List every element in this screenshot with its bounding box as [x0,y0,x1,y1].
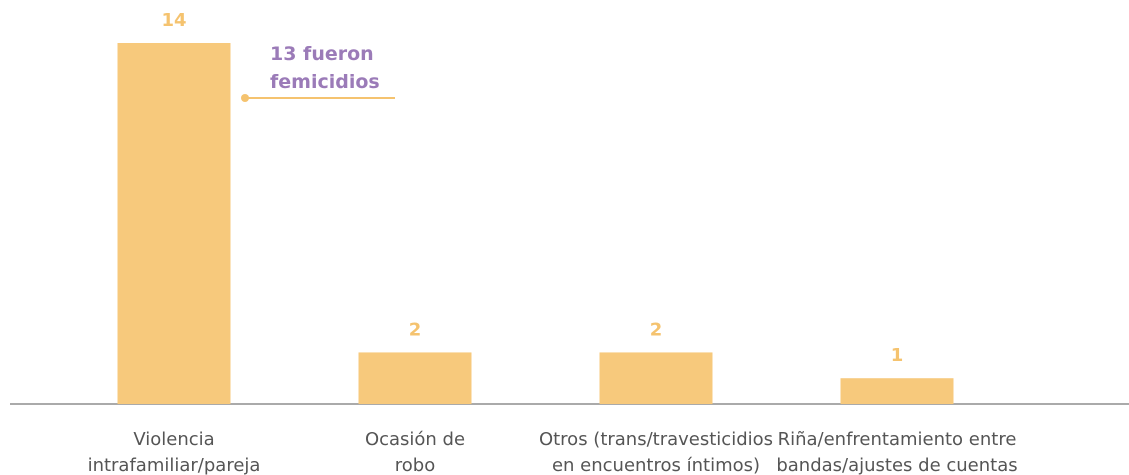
category-label: Otros (trans/travesticidios en encuentro… [538,429,774,475]
value-label: 2 [409,319,422,340]
category-label: Ocasión de robo [364,429,466,475]
category-label: Riña/enfrentamiento entre bandas/ajustes… [776,429,1018,475]
category-label: Violencia intrafamiliar/pareja [87,429,261,475]
bar [358,352,472,404]
value-label: 2 [650,319,663,340]
value-label: 1 [891,345,904,366]
annotation: 13 fueron femicidios [270,43,380,93]
leader-dot [241,94,249,102]
value-label: 14 [161,10,186,31]
bar [117,43,231,404]
bar [840,378,954,404]
bar [599,352,713,404]
